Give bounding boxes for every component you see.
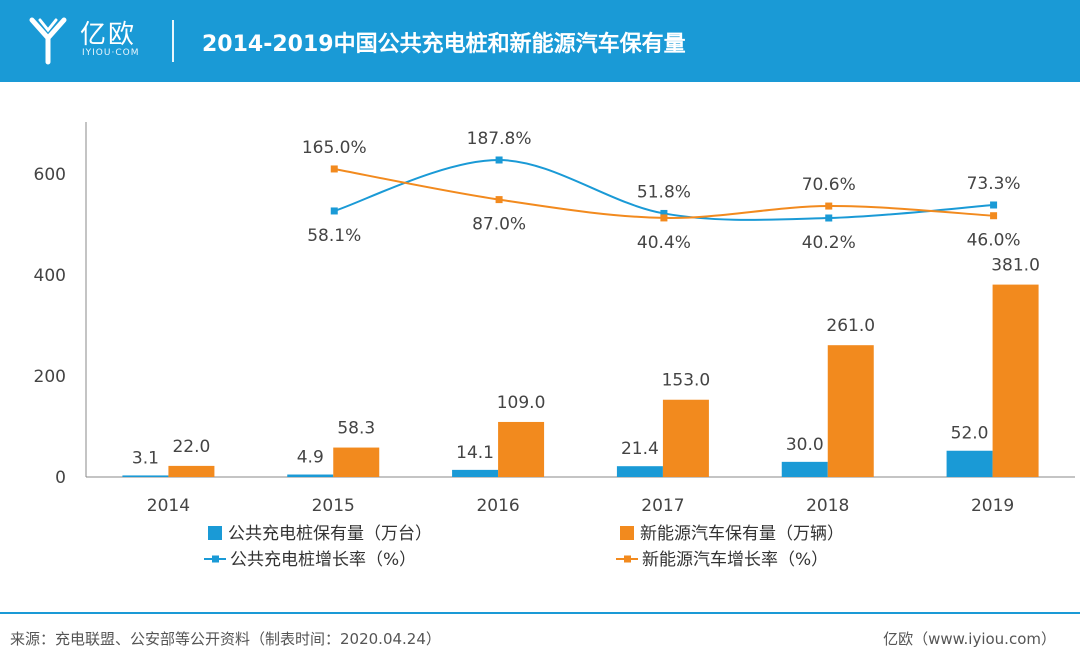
charging-growth-label: 187.8% — [467, 129, 532, 149]
legend-label: 新能源汽车保有量（万辆） — [640, 524, 844, 544]
x-tick-label: 2017 — [641, 496, 684, 516]
bar-label-charging-piles: 21.4 — [621, 439, 659, 459]
legend-marker — [624, 555, 631, 563]
yiou-logo-icon — [29, 17, 67, 65]
chart-area: 0 200 400 600 2014 2015 2016 2017 2018 2019 3.1 22.… — [34, 122, 1075, 570]
bar-charging-piles — [287, 474, 334, 477]
legend-label: 公共充电桩保有量（万台） — [228, 524, 432, 544]
nev-growth-label: 165.0% — [302, 138, 367, 158]
legend-label: 新能源汽车增长率（%） — [642, 550, 828, 570]
bar-label-charging-piles: 14.1 — [456, 443, 494, 463]
source-note: 来源：充电联盟、公安部等公开资料（制表时间：2020.04.24） — [10, 630, 441, 648]
x-tick-label: 2014 — [147, 496, 190, 516]
charging-growth-marker — [825, 214, 833, 222]
bar-label-charging-piles: 4.9 — [297, 448, 324, 468]
x-tick-label: 2018 — [806, 496, 849, 516]
logo-subtext: IYIOU·COM — [82, 48, 140, 58]
brand-note: 亿欧（www.iyiou.com） — [883, 630, 1056, 648]
charging-growth-marker — [990, 201, 998, 209]
logo-name: 亿欧 — [80, 20, 137, 50]
bar-nev-stock — [827, 345, 874, 477]
y-tick-label: 0 — [55, 468, 66, 488]
nev-growth-label: 87.0% — [472, 215, 526, 235]
bar-label-nev-stock: 109.0 — [497, 393, 546, 413]
legend-swatch — [620, 526, 634, 540]
header-divider — [172, 20, 174, 62]
bar-charging-piles — [616, 466, 663, 477]
bar-label-nev-stock: 58.3 — [337, 419, 375, 439]
footer-rule — [0, 612, 1080, 614]
charging-growth-marker — [495, 156, 503, 164]
legend-swatch — [208, 526, 222, 540]
x-tick-label: 2015 — [312, 496, 355, 516]
nev-growth-marker — [330, 165, 338, 173]
bar-charging-piles — [452, 469, 499, 477]
charging-growth-label: 51.8% — [637, 182, 691, 202]
charging-growth-marker — [330, 207, 338, 215]
bar-nev-stock — [168, 465, 215, 477]
charging-growth-label: 40.2% — [802, 233, 856, 253]
nev-growth-label: 40.4% — [637, 233, 691, 253]
charging-growth-label: 58.1% — [307, 226, 361, 246]
bar-charging-piles — [946, 450, 993, 477]
bar-label-nev-stock: 22.0 — [172, 437, 210, 457]
bar-label-charging-piles: 30.0 — [786, 435, 824, 455]
bar-charging-piles — [781, 461, 828, 477]
nev-growth-marker — [495, 196, 503, 204]
bar-label-nev-stock: 153.0 — [662, 371, 711, 391]
y-tick-label: 600 — [34, 165, 66, 185]
chart-title: 2014-2019中国公共充电桩和新能源汽车保有量 — [202, 32, 686, 57]
charging-growth-label: 73.3% — [967, 174, 1021, 194]
x-tick-label: 2016 — [476, 496, 519, 516]
bar-label-nev-stock: 261.0 — [826, 316, 875, 336]
bar-charging-piles — [122, 475, 169, 477]
nev-growth-label: 46.0% — [967, 231, 1021, 251]
bar-label-charging-piles: 3.1 — [132, 448, 159, 468]
nev-growth-marker — [660, 214, 668, 222]
nev-growth-marker — [990, 212, 998, 220]
bar-nev-stock — [992, 284, 1039, 477]
bar-label-nev-stock: 381.0 — [991, 256, 1040, 276]
bar-nev-stock — [662, 399, 709, 477]
nev-growth-label: 70.6% — [802, 175, 856, 195]
legend-marker — [212, 555, 219, 563]
nev-growth-marker — [825, 202, 833, 210]
y-tick-label: 200 — [34, 367, 66, 387]
bar-nev-stock — [498, 421, 545, 477]
x-tick-label: 2019 — [971, 496, 1014, 516]
bar-nev-stock — [333, 447, 380, 477]
legend-label: 公共充电桩增长率（%） — [230, 550, 416, 570]
y-tick-label: 400 — [34, 266, 66, 286]
charging-growth-marker — [660, 209, 668, 217]
bar-label-charging-piles: 52.0 — [951, 424, 989, 444]
header-banner: 亿欧 IYIOU·COM 2014-2019中国公共充电桩和新能源汽车保有量 — [0, 0, 1080, 82]
